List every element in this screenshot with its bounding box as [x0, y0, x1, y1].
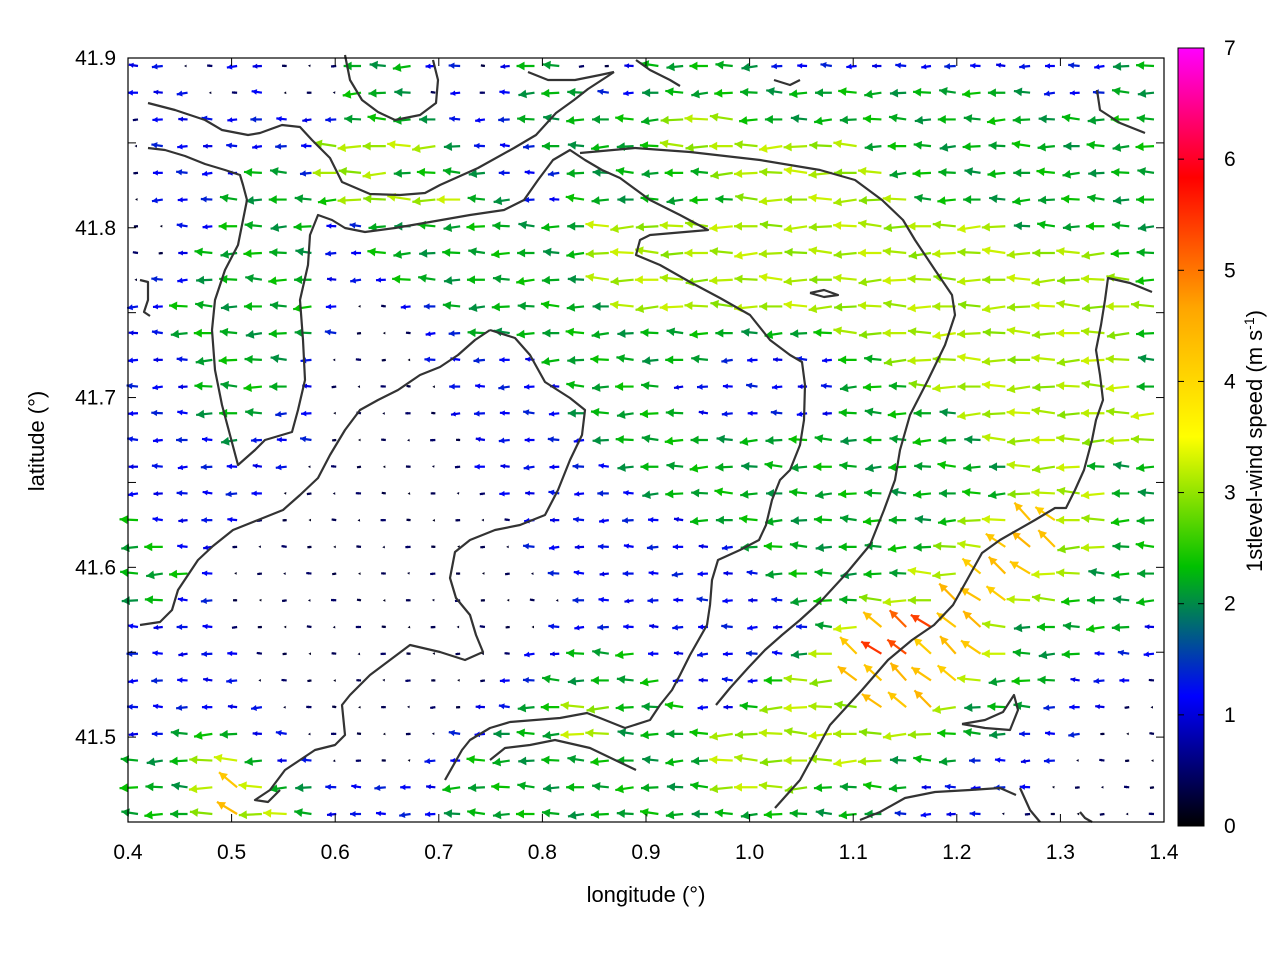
wind-vector — [406, 733, 411, 736]
x-tick-label: 1.4 — [1149, 841, 1179, 864]
vector-head — [120, 568, 128, 577]
x-tick-label: 0.5 — [217, 841, 246, 864]
wind-vector — [456, 706, 460, 709]
colorbar-label: 1stlevel-wind speed (m s-1) — [1241, 310, 1267, 572]
vector-head — [120, 515, 128, 524]
wind-vector — [381, 572, 386, 575]
wind-vector — [456, 572, 460, 575]
colorbar-tick-label: 7 — [1224, 37, 1236, 60]
x-tick-label: 0.8 — [528, 841, 557, 864]
colorbar-tick-label: 3 — [1224, 482, 1236, 505]
wind-vector — [605, 65, 609, 68]
x-tick-label: 1.3 — [1046, 841, 1075, 864]
wind-vector — [307, 91, 312, 94]
colorbar-tick-label: 0 — [1224, 815, 1236, 838]
x-tick-label: 1.2 — [942, 841, 971, 864]
y-axis-label: latitude (°) — [24, 391, 49, 492]
wind-vector — [456, 439, 460, 442]
x-tick-label: 1.0 — [735, 841, 764, 864]
wind-vector — [431, 626, 436, 629]
wind-vector — [406, 599, 411, 602]
wind-vector — [431, 679, 435, 682]
wind-vector — [356, 679, 361, 682]
wind-vector — [381, 706, 386, 709]
wind-vector — [431, 492, 436, 495]
wind-vector — [331, 732, 336, 735]
wind-vector — [1149, 812, 1154, 815]
wind-vector — [405, 546, 410, 549]
y-tick-label: 41.8 — [75, 217, 116, 240]
wind-vector — [455, 519, 460, 522]
wind-vector — [381, 519, 386, 522]
vector-head — [122, 596, 130, 605]
colorbar-tick-label: 2 — [1224, 593, 1236, 616]
x-tick-label: 0.9 — [631, 841, 660, 864]
wind-vector — [282, 65, 287, 68]
y-tick-label: 41.9 — [75, 47, 116, 70]
x-tick-label: 1.1 — [839, 841, 868, 864]
wind-vector — [331, 599, 336, 602]
wind-vector — [381, 652, 386, 655]
y-tick-label: 41.7 — [75, 387, 116, 410]
wind-vector — [232, 546, 237, 549]
wind-vector — [232, 91, 237, 94]
y-tick-label: 41.6 — [75, 556, 116, 579]
colorbar-tick-label: 1 — [1224, 704, 1236, 727]
colorbar-tick-label: 6 — [1224, 148, 1236, 171]
wind-vector — [356, 626, 361, 629]
wind-vector — [233, 599, 237, 602]
wind-vector — [405, 412, 410, 415]
y-tick-label: 41.5 — [75, 726, 116, 749]
wind-vector — [481, 599, 485, 602]
wind-vector — [283, 519, 287, 522]
wind-vector — [306, 706, 311, 709]
wind-vector — [382, 759, 386, 762]
x-tick-label: 0.7 — [424, 841, 453, 864]
wind-vector — [406, 465, 411, 468]
x-tick-label: 0.4 — [113, 841, 143, 864]
x-tick-label: 0.6 — [321, 841, 350, 864]
x-axis-label: longitude (°) — [587, 882, 706, 907]
wind-vector — [381, 385, 386, 388]
colorbar: 0 1 2 3 4 5 6 7 — [1178, 37, 1236, 838]
wind-vector — [356, 492, 361, 495]
wind-vector — [430, 439, 435, 442]
wind-vector — [406, 652, 410, 655]
colorbar-tick-label: 4 — [1224, 370, 1236, 393]
wind-vector — [356, 759, 361, 762]
wind-vector — [1100, 733, 1104, 736]
wind-vector — [480, 91, 485, 94]
colorbar-gradient — [1178, 48, 1204, 826]
wind-vector — [258, 626, 262, 629]
wind-vector — [1051, 813, 1055, 816]
vector-head — [120, 783, 128, 792]
colorbar-tick-label: 5 — [1224, 259, 1236, 282]
wind-vector — [431, 545, 435, 548]
